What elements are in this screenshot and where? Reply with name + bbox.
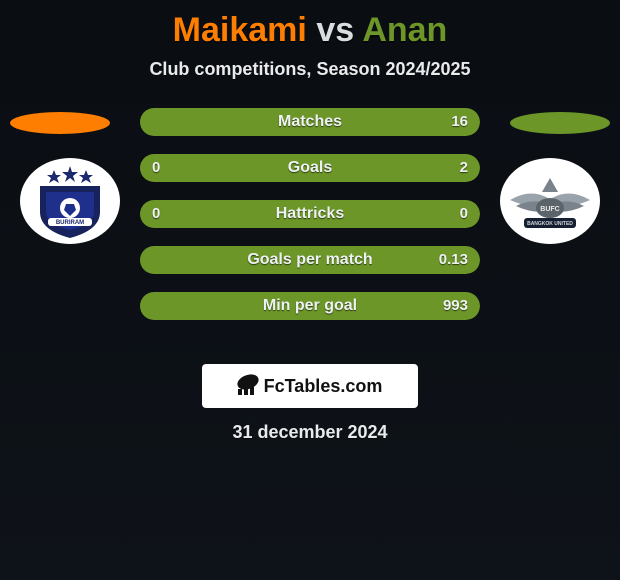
stat-row: 0Goals2 (140, 154, 480, 182)
bar-chart-icon (238, 377, 258, 395)
stat-value-right: 2 (460, 154, 468, 182)
branding-text: FcTables.com (264, 376, 383, 397)
shield-icon: BURIRAM (20, 158, 120, 244)
stat-label: Matches (140, 108, 480, 136)
player1-club-crest: BURIRAM (20, 158, 120, 244)
stat-rows: Matches160Goals20Hattricks0Goals per mat… (140, 108, 480, 338)
svg-text:BANGKOK UNITED: BANGKOK UNITED (527, 221, 573, 227)
stat-label: Hattricks (140, 200, 480, 228)
player1-name: Maikami (173, 11, 307, 49)
stat-row: Goals per match0.13 (140, 246, 480, 274)
stat-value-right: 993 (443, 292, 468, 320)
page-title: Maikami vs Anan (0, 12, 620, 49)
stat-value-right: 16 (451, 108, 468, 136)
stat-label: Goals (140, 154, 480, 182)
footer-date: 31 december 2024 (0, 422, 620, 443)
versus-separator: vs (316, 11, 354, 49)
stat-row: 0Hattricks0 (140, 200, 480, 228)
stat-row: Matches16 (140, 108, 480, 136)
subtitle: Club competitions, Season 2024/2025 (0, 59, 620, 80)
svg-text:BUFC: BUFC (540, 206, 559, 213)
wings-icon: BUFC BANGKOK UNITED (500, 158, 600, 244)
stats-panel: BURIRAM BUFC (0, 108, 620, 348)
svg-text:BURIRAM: BURIRAM (56, 220, 84, 226)
stat-value-right: 0 (460, 200, 468, 228)
stat-label: Min per goal (140, 292, 480, 320)
stat-value-right: 0.13 (439, 246, 468, 274)
player2-name: Anan (362, 11, 447, 49)
player1-ellipse-icon (10, 112, 110, 134)
stat-row: Min per goal993 (140, 292, 480, 320)
stat-label: Goals per match (140, 246, 480, 274)
player2-ellipse-icon (510, 112, 610, 134)
player2-club-crest: BUFC BANGKOK UNITED (500, 158, 600, 244)
branding-badge[interactable]: FcTables.com (202, 364, 418, 408)
